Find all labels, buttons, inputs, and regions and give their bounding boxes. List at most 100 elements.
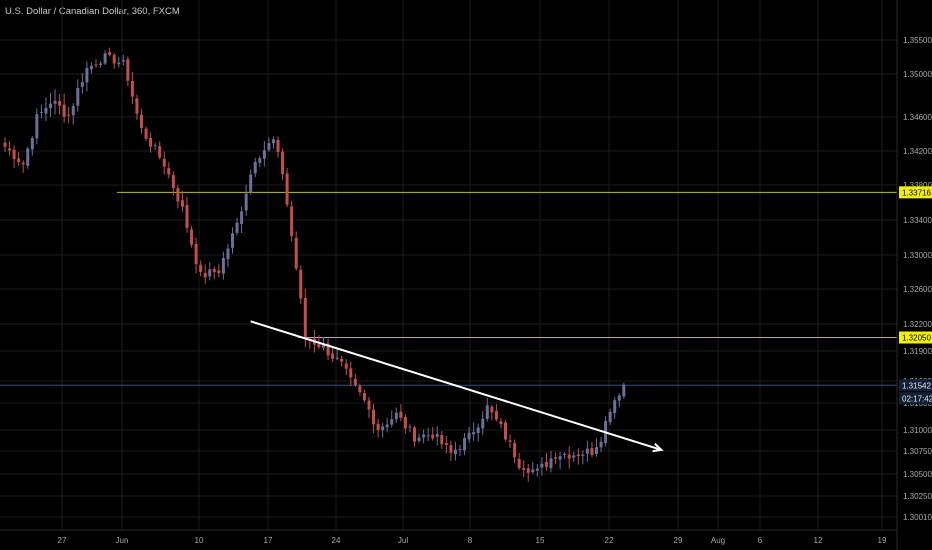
candle-body bbox=[567, 454, 571, 459]
candle-body bbox=[576, 454, 580, 457]
candle-body bbox=[467, 432, 471, 440]
candle-body bbox=[367, 400, 371, 410]
candle-body bbox=[144, 128, 148, 139]
candle-body bbox=[440, 434, 444, 445]
price-level-label: 1.32050 bbox=[902, 334, 931, 343]
candle-body bbox=[67, 114, 71, 116]
candle-body bbox=[108, 52, 112, 55]
candle-body bbox=[185, 205, 189, 228]
candle-body bbox=[463, 437, 467, 451]
candle-body bbox=[504, 422, 507, 440]
candle-body bbox=[590, 448, 594, 456]
candle-body bbox=[171, 175, 175, 189]
candle-body bbox=[3, 142, 7, 147]
price-tick-label: 1.31900 bbox=[903, 347, 932, 356]
candle-body bbox=[394, 412, 398, 420]
candle-body bbox=[413, 427, 416, 442]
candle-body bbox=[17, 158, 21, 163]
candle-body bbox=[112, 55, 116, 64]
candle-body bbox=[549, 458, 553, 469]
candle-body bbox=[581, 454, 585, 456]
candle-body bbox=[508, 440, 512, 442]
price-tick-label: 1.33000 bbox=[903, 251, 932, 260]
candle-body bbox=[235, 222, 239, 233]
candle-body bbox=[476, 427, 480, 434]
candle-body bbox=[121, 60, 125, 62]
candle-body bbox=[531, 469, 535, 473]
trendline bbox=[250, 320, 662, 451]
time-tick-label: 29 bbox=[674, 536, 683, 545]
candle-body bbox=[253, 161, 257, 174]
horizontal-levels bbox=[0, 191, 897, 386]
candle-body bbox=[353, 379, 357, 385]
price-tick-label: 1.35500 bbox=[903, 36, 932, 45]
candle-body bbox=[208, 269, 212, 277]
candle-body bbox=[608, 411, 612, 422]
candle-body bbox=[199, 264, 203, 272]
price-level-badge bbox=[899, 379, 932, 392]
candle-body bbox=[21, 162, 25, 165]
candle-body bbox=[30, 138, 34, 150]
price-level-label: 1.33716 bbox=[902, 188, 931, 197]
candle-body bbox=[44, 108, 48, 114]
candle-body bbox=[276, 139, 280, 152]
candle-body bbox=[317, 344, 321, 348]
candle-body bbox=[49, 103, 52, 109]
candle-body bbox=[285, 173, 289, 205]
candle-body bbox=[53, 100, 57, 104]
candle-body bbox=[349, 368, 353, 378]
price-tick-label: 1.30250 bbox=[903, 492, 932, 501]
candle-body bbox=[390, 419, 394, 425]
candle-body bbox=[340, 358, 344, 362]
candle-body bbox=[117, 62, 121, 65]
candle-body bbox=[453, 449, 457, 455]
candle-body bbox=[190, 229, 194, 245]
candle-body bbox=[99, 63, 103, 65]
time-axis[interactable]: 27 Jun 10 17 24 Jul 8 15 22 29 Aug 6 12 19 bbox=[0, 529, 897, 545]
price-level-badge bbox=[899, 331, 932, 344]
candle-body bbox=[89, 65, 93, 70]
candle-body bbox=[8, 148, 12, 151]
price-tick-label: 1.33400 bbox=[903, 216, 932, 225]
candle-body bbox=[431, 434, 435, 439]
candle-body bbox=[221, 257, 225, 274]
candle-body bbox=[335, 357, 339, 359]
time-tick-label: 10 bbox=[195, 536, 204, 545]
candle-body bbox=[481, 418, 485, 429]
candle-body bbox=[490, 406, 494, 413]
price-tick-label: 1.30500 bbox=[903, 470, 932, 479]
candle-body bbox=[267, 143, 271, 150]
candle-body bbox=[271, 139, 275, 144]
candle-body bbox=[558, 456, 562, 460]
price-tick-label: 1.32600 bbox=[903, 285, 932, 294]
price-tick-label: 1.33800 bbox=[903, 181, 932, 190]
candle-body bbox=[80, 82, 84, 87]
candle-body bbox=[344, 363, 348, 369]
candle-body bbox=[572, 455, 576, 458]
time-tick-label: 6 bbox=[758, 536, 763, 545]
trendline-drawing[interactable] bbox=[250, 320, 664, 453]
candle-body bbox=[585, 448, 589, 454]
price-axis[interactable]: 1.35500 1.35000 1.34600 1.34200 1.33800 1.334… bbox=[896, 0, 932, 550]
candle-body bbox=[39, 111, 43, 113]
candle-body bbox=[458, 448, 462, 450]
candle-body bbox=[540, 463, 544, 468]
time-tick-label: 12 bbox=[814, 536, 823, 545]
candle-body bbox=[226, 248, 230, 260]
candle-body bbox=[399, 411, 403, 418]
candle-body bbox=[290, 206, 294, 237]
candle-body bbox=[299, 269, 303, 299]
candle-body bbox=[385, 424, 389, 428]
time-tick-label: 24 bbox=[332, 536, 341, 545]
price-tick-label: 1.30010 bbox=[903, 513, 932, 522]
candle-body bbox=[71, 105, 75, 116]
candle-body bbox=[422, 434, 426, 438]
candle-body bbox=[381, 426, 385, 431]
chart-title: U.S. Dollar / Canadian Dollar, 360, FXCM bbox=[5, 6, 180, 17]
candle-body bbox=[140, 114, 143, 128]
candle-body bbox=[249, 174, 253, 193]
candle-body bbox=[563, 453, 567, 455]
candle-body bbox=[162, 158, 166, 167]
candle-body bbox=[522, 467, 526, 470]
